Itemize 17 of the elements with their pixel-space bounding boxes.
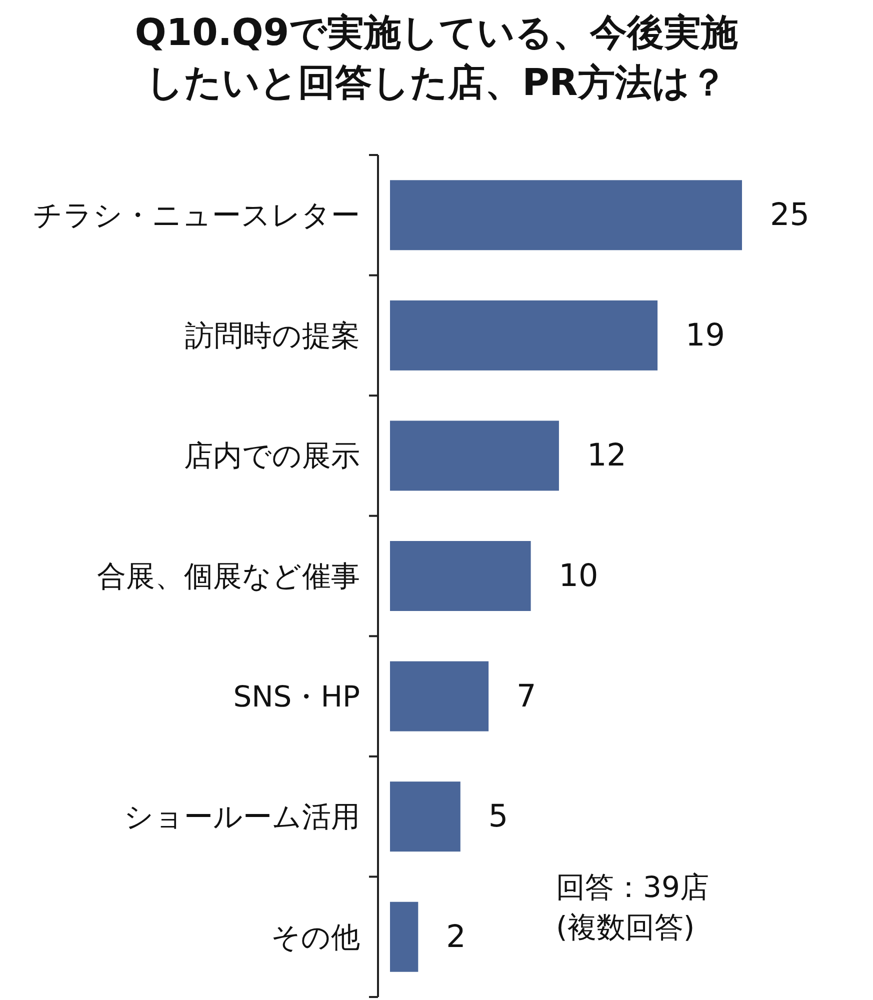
category-label: チラシ・ニュースレター [33,198,360,232]
category-label: 訪問時の提案 [185,318,360,352]
data-label: 10 [558,558,598,594]
annotation: (複数回答) [556,910,695,944]
data-label: 25 [770,197,810,234]
annotation: 回答：39店 [556,870,709,904]
category-label: SNS・HP [233,679,360,714]
category-label: 店内での展示 [184,438,360,473]
data-label: 5 [488,798,508,835]
category-label: その他 [271,920,360,954]
data-label: 12 [586,438,626,474]
data-label: 7 [516,678,536,714]
data-label: 19 [686,317,725,354]
data-label: 2 [446,918,466,955]
category-label: 合展、個展など催事 [97,559,360,593]
chart-title: Q10.Q9で実施している、今後実施したいと回答した店、PR方法は？ [134,10,740,106]
category-label: ショールーム活用 [124,800,360,834]
